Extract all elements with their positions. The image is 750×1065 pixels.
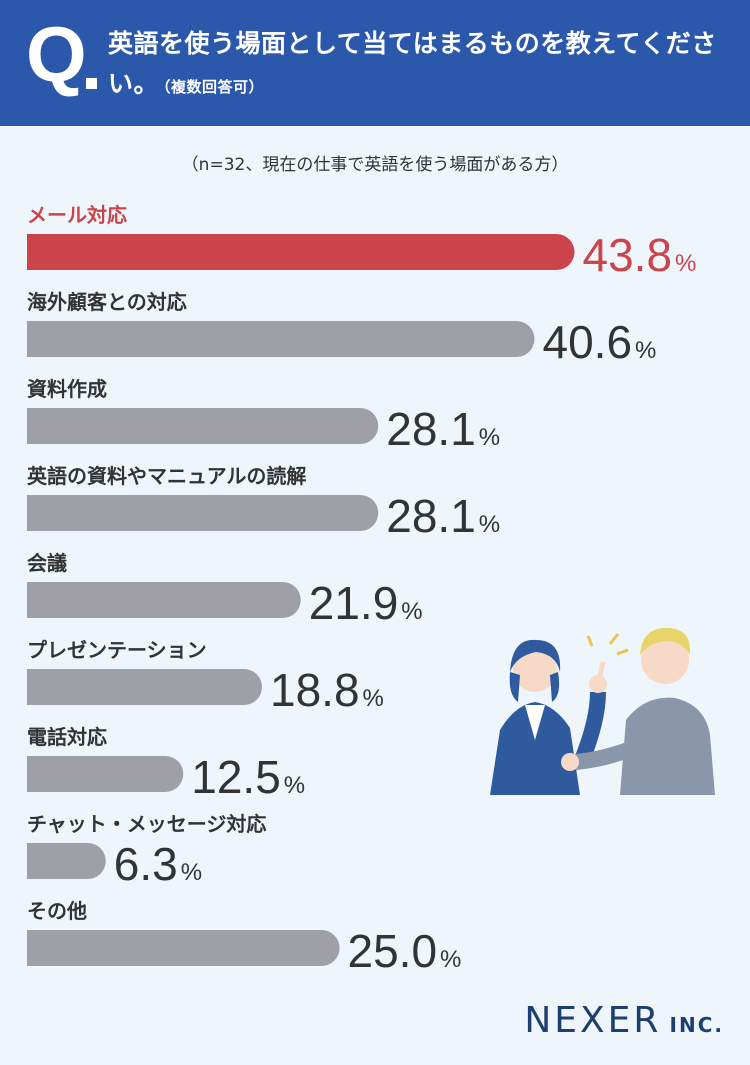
bar <box>27 495 379 531</box>
value-label: 28.1% <box>386 403 500 455</box>
bar-left-edge <box>27 756 45 792</box>
bar <box>27 843 106 879</box>
value-label: 18.8% <box>270 664 384 716</box>
category-label: 電話対応 <box>27 725 107 749</box>
value-label: 21.9% <box>309 577 423 629</box>
bar-left-edge <box>27 321 45 357</box>
value-label: 6.3% <box>114 838 202 890</box>
bar-left-edge <box>27 843 45 879</box>
q-mark: Q <box>26 10 87 98</box>
sample-note: （n=32、現在の仕事で英語を使う場面がある方） <box>181 155 569 175</box>
brand-suffix: INC. <box>669 1013 724 1037</box>
bar <box>27 582 301 618</box>
value-label: 40.6% <box>543 316 657 368</box>
bar-left-edge <box>27 669 45 705</box>
value-label: 28.1% <box>386 490 500 542</box>
category-label: メール対応 <box>27 203 127 227</box>
bar-left-edge <box>27 234 45 270</box>
value-label: 25.0% <box>348 925 462 977</box>
question-note: （複数回答可） <box>163 78 265 96</box>
category-label: チャット・メッセージ対応 <box>27 812 266 836</box>
category-label: 資料作成 <box>27 377 107 401</box>
bar <box>27 408 379 444</box>
value-label: 43.8% <box>583 229 697 281</box>
question-main: 英語を使う場面として当てはまるものを教えてください。 <box>108 29 717 98</box>
bar <box>27 756 184 792</box>
category-label: その他 <box>27 899 87 923</box>
business-people-illustration <box>490 627 715 795</box>
bar <box>27 669 262 705</box>
bar-left-edge <box>27 930 45 966</box>
bar <box>27 321 535 357</box>
value-label: 12.5% <box>191 751 305 803</box>
bar-left-edge <box>27 408 45 444</box>
category-label: 海外顧客との対応 <box>27 290 187 314</box>
category-label: 会議 <box>27 551 67 575</box>
bar-left-edge <box>27 495 45 531</box>
bar <box>27 930 340 966</box>
bar-left-edge <box>27 582 45 618</box>
question-header: Q 英語を使う場面として当てはまるものを教えてください。 （複数回答可） <box>0 0 750 126</box>
brand-name: NEXER <box>524 1000 662 1041</box>
question-text: 英語を使う場面として当てはまるものを教えてください。 （複数回答可） <box>108 24 738 107</box>
brand-logo: NEXER INC. <box>524 1000 724 1041</box>
category-label: プレゼンテーション <box>27 638 207 662</box>
bar-chart: メール対応 43.8 % 海外顧客との対応 40.6 % 資料作成 28.1 % 英語の資料やマニ… <box>27 203 697 977</box>
category-label: 英語の資料やマニュアルの読解 <box>27 464 306 488</box>
bar <box>27 234 575 270</box>
q-dot <box>86 78 97 89</box>
